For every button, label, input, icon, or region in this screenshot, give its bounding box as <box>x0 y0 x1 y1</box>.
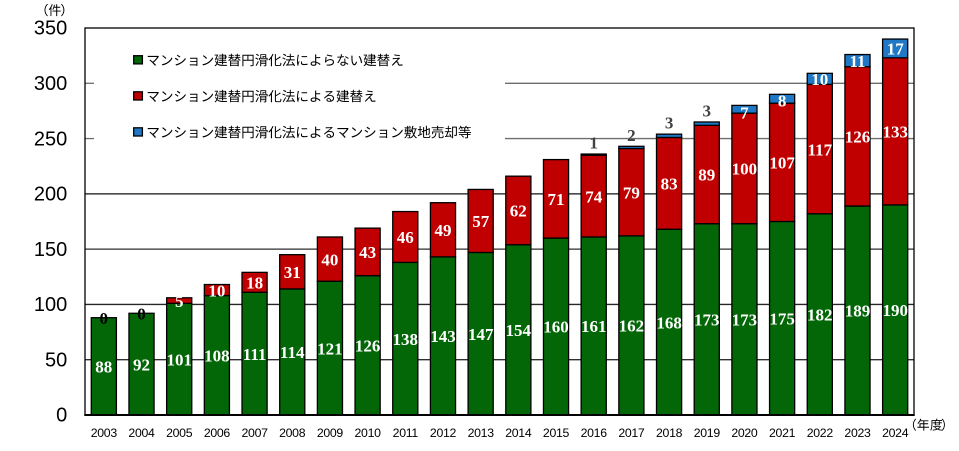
svg-text:100: 100 <box>732 160 758 179</box>
svg-text:2017: 2017 <box>618 426 645 440</box>
svg-text:88: 88 <box>95 358 112 377</box>
svg-text:154: 154 <box>506 321 532 340</box>
svg-text:7: 7 <box>740 104 749 123</box>
svg-text:2010: 2010 <box>355 426 382 440</box>
svg-text:46: 46 <box>397 228 414 247</box>
svg-text:83: 83 <box>661 175 678 194</box>
svg-text:150: 150 <box>34 239 67 261</box>
svg-text:133: 133 <box>882 123 908 142</box>
svg-text:126: 126 <box>355 337 381 356</box>
svg-text:1: 1 <box>589 134 598 153</box>
svg-text:117: 117 <box>808 140 833 159</box>
svg-text:160: 160 <box>543 318 569 337</box>
svg-text:100: 100 <box>34 294 67 316</box>
svg-text:79: 79 <box>623 183 640 202</box>
svg-text:101: 101 <box>166 350 192 369</box>
svg-text:2007: 2007 <box>242 426 269 440</box>
svg-text:8: 8 <box>778 92 787 111</box>
svg-text:3: 3 <box>665 114 674 133</box>
svg-text:17: 17 <box>887 40 905 59</box>
svg-text:121: 121 <box>317 339 343 358</box>
svg-text:62: 62 <box>510 202 527 221</box>
svg-text:114: 114 <box>280 343 305 362</box>
svg-text:2020: 2020 <box>731 426 758 440</box>
svg-text:2014: 2014 <box>505 426 532 440</box>
svg-text:2015: 2015 <box>543 426 570 440</box>
svg-text:173: 173 <box>694 311 720 330</box>
svg-text:3: 3 <box>703 102 712 121</box>
svg-text:182: 182 <box>807 306 833 325</box>
svg-text:161: 161 <box>581 317 607 336</box>
svg-text:10: 10 <box>811 70 828 89</box>
svg-text:49: 49 <box>435 221 452 240</box>
svg-text:147: 147 <box>468 325 494 344</box>
svg-text:5: 5 <box>175 292 184 311</box>
svg-text:2023: 2023 <box>844 426 871 440</box>
svg-text:190: 190 <box>882 301 908 320</box>
svg-text:0: 0 <box>137 305 146 324</box>
svg-text:2005: 2005 <box>166 426 193 440</box>
svg-text:10: 10 <box>208 281 225 300</box>
svg-text:111: 111 <box>243 345 267 364</box>
svg-text:2019: 2019 <box>694 426 721 440</box>
svg-text:175: 175 <box>769 309 795 328</box>
svg-text:250: 250 <box>34 128 67 150</box>
svg-text:2024: 2024 <box>882 426 909 440</box>
svg-text:2003: 2003 <box>91 426 118 440</box>
svg-text:143: 143 <box>430 327 456 346</box>
svg-text:18: 18 <box>246 274 263 293</box>
svg-text:300: 300 <box>34 73 67 95</box>
svg-text:2009: 2009 <box>317 426 344 440</box>
svg-text:173: 173 <box>732 311 758 330</box>
svg-text:2006: 2006 <box>204 426 231 440</box>
svg-text:2: 2 <box>627 126 636 145</box>
svg-text:74: 74 <box>585 187 603 206</box>
svg-text:31: 31 <box>284 263 301 282</box>
svg-text:138: 138 <box>393 330 419 349</box>
svg-text:189: 189 <box>845 302 871 321</box>
svg-text:2021: 2021 <box>769 426 796 440</box>
svg-text:2016: 2016 <box>581 426 608 440</box>
svg-text:108: 108 <box>204 347 230 366</box>
svg-text:168: 168 <box>656 313 682 332</box>
svg-text:92: 92 <box>133 355 150 374</box>
svg-text:11: 11 <box>849 52 865 71</box>
svg-text:2004: 2004 <box>128 426 155 440</box>
svg-text:0: 0 <box>56 405 67 427</box>
svg-text:57: 57 <box>472 212 490 231</box>
svg-text:162: 162 <box>619 317 645 336</box>
svg-text:40: 40 <box>321 250 338 269</box>
svg-text:2008: 2008 <box>279 426 306 440</box>
svg-text:350: 350 <box>34 18 67 40</box>
svg-text:2012: 2012 <box>430 426 457 440</box>
svg-text:89: 89 <box>698 166 715 185</box>
svg-text:200: 200 <box>34 184 67 206</box>
svg-text:2018: 2018 <box>656 426 683 440</box>
svg-text:107: 107 <box>769 154 795 173</box>
svg-text:2022: 2022 <box>807 426 834 440</box>
svg-text:2011: 2011 <box>393 426 419 440</box>
svg-text:43: 43 <box>359 243 376 262</box>
svg-text:50: 50 <box>45 349 67 371</box>
svg-text:126: 126 <box>845 128 871 147</box>
svg-text:2013: 2013 <box>468 426 495 440</box>
svg-text:0: 0 <box>100 309 109 328</box>
svg-text:71: 71 <box>548 190 565 209</box>
